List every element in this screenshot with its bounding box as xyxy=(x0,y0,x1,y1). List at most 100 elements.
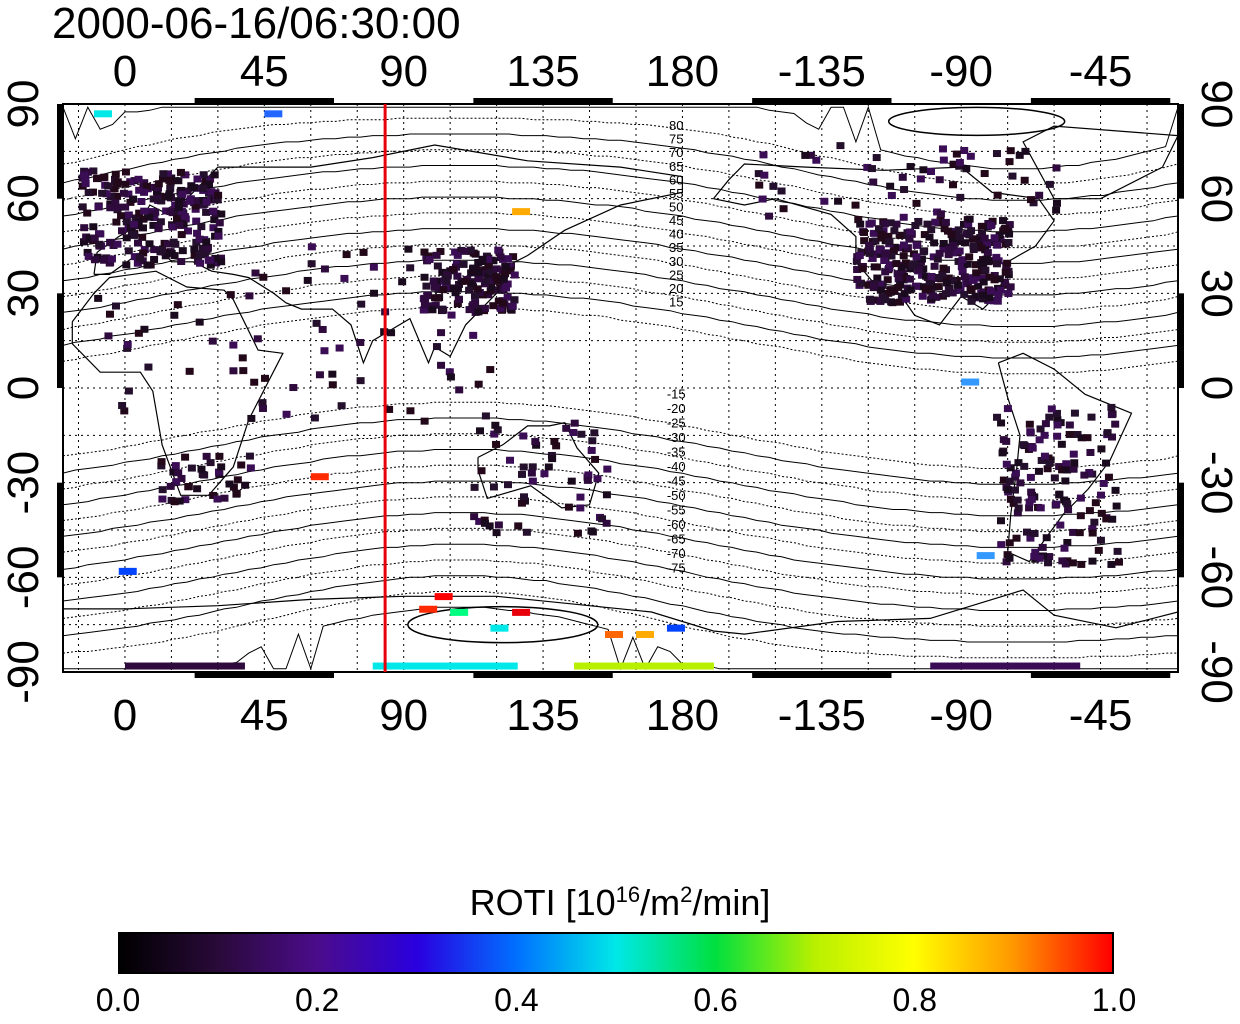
roti-cell xyxy=(190,184,199,192)
roti-cell xyxy=(217,258,226,266)
roti-cell xyxy=(166,184,175,192)
roti-cell xyxy=(1053,432,1062,440)
roti-cell xyxy=(202,208,211,216)
roti-cell xyxy=(1075,529,1084,537)
roti-cell xyxy=(425,256,434,264)
roti-cell xyxy=(107,255,116,263)
roti-cell xyxy=(140,179,149,187)
roti-cell xyxy=(884,289,893,297)
roti-cell xyxy=(1104,473,1113,481)
roti-cell xyxy=(135,186,144,194)
roti-cell xyxy=(185,197,194,205)
roti-cell xyxy=(80,224,89,232)
roti-cell xyxy=(138,233,147,241)
roti-cell xyxy=(486,287,495,295)
contour-label-south: -70 xyxy=(667,546,686,561)
roti-cell xyxy=(1026,428,1035,436)
roti-cell xyxy=(133,239,142,247)
roti-cell xyxy=(995,275,1004,283)
roti-cell xyxy=(881,268,890,276)
roti-cell xyxy=(897,263,906,271)
roti-cell xyxy=(169,468,178,476)
roti-cell xyxy=(1002,460,1011,468)
roti-cell xyxy=(195,318,204,326)
roti-cell xyxy=(969,242,978,250)
roti-cell xyxy=(758,195,767,203)
colorbar-label-sup1: 16 xyxy=(615,882,641,907)
roti-cell xyxy=(985,273,994,281)
roti-cell xyxy=(528,477,537,485)
roti-cell xyxy=(865,241,874,249)
roti-cell xyxy=(120,407,129,415)
roti-cell xyxy=(899,252,908,260)
roti-cell xyxy=(216,254,225,262)
roti-cell xyxy=(948,289,957,297)
roti-cell xyxy=(577,430,586,438)
roti-cell xyxy=(876,297,885,305)
roti-cell xyxy=(564,503,573,511)
roti-cell xyxy=(124,211,133,219)
roti-cell xyxy=(875,250,884,258)
roti-cell xyxy=(952,150,961,158)
roti-cell xyxy=(496,304,505,312)
roti-cell xyxy=(754,170,763,178)
contour-line xyxy=(63,165,1178,233)
roti-cell xyxy=(111,199,120,207)
roti-cell xyxy=(342,251,351,259)
roti-cell xyxy=(864,281,873,289)
roti-cell xyxy=(978,291,987,299)
roti-cell xyxy=(912,241,921,249)
roti-cell xyxy=(385,405,394,413)
colorbar-gradient xyxy=(118,932,1114,974)
roti-cell xyxy=(178,190,187,198)
roti-cell xyxy=(1065,421,1074,429)
roti-cell xyxy=(421,294,430,302)
roti-cell xyxy=(1035,554,1044,562)
roti-cell xyxy=(490,430,499,438)
roti-cell xyxy=(122,261,131,269)
roti-cell xyxy=(422,282,431,290)
roti-cell xyxy=(885,238,894,246)
roti-cell xyxy=(187,464,196,472)
roti-cell xyxy=(79,238,88,246)
roti-cell xyxy=(156,218,165,226)
roti-cell xyxy=(935,249,944,257)
roti-cell xyxy=(232,489,241,497)
roti-cell xyxy=(489,483,498,491)
roti-cell xyxy=(328,370,337,378)
roti-cell xyxy=(905,275,914,283)
roti-cell xyxy=(985,294,994,302)
roti-cell xyxy=(820,197,829,205)
roti-cell xyxy=(1102,459,1111,467)
roti-cell xyxy=(207,188,216,196)
roti-cell xyxy=(129,220,138,228)
roti-cell xyxy=(960,147,969,155)
roti-cell xyxy=(184,483,193,491)
roti-cell xyxy=(501,270,510,278)
roti-cell xyxy=(152,188,161,196)
roti-cell xyxy=(879,227,888,235)
roti-cell xyxy=(1087,413,1096,421)
roti-cell xyxy=(137,197,146,205)
roti-cell xyxy=(250,378,259,386)
roti-cell xyxy=(173,208,182,216)
roti-cell xyxy=(540,470,549,478)
roti-cell xyxy=(102,190,111,198)
roti-cell xyxy=(1027,495,1036,503)
roti-cell xyxy=(506,456,515,464)
colorbar-tick-label: 0.6 xyxy=(693,982,738,1018)
roti-cell xyxy=(919,166,928,174)
roti-cell xyxy=(206,175,215,183)
roti-cell xyxy=(199,184,208,192)
contour-line xyxy=(63,449,1178,517)
roti-cell xyxy=(1006,147,1015,155)
roti-cell xyxy=(990,271,999,279)
roti-cell xyxy=(801,151,810,159)
roti-cell xyxy=(993,297,1002,305)
roti-cell xyxy=(1045,180,1054,188)
roti-cell xyxy=(567,477,576,485)
lat-tick-left: -60 xyxy=(0,546,48,610)
roti-cell xyxy=(113,203,122,211)
roti-cell xyxy=(474,308,483,316)
roti-cell xyxy=(318,325,327,333)
